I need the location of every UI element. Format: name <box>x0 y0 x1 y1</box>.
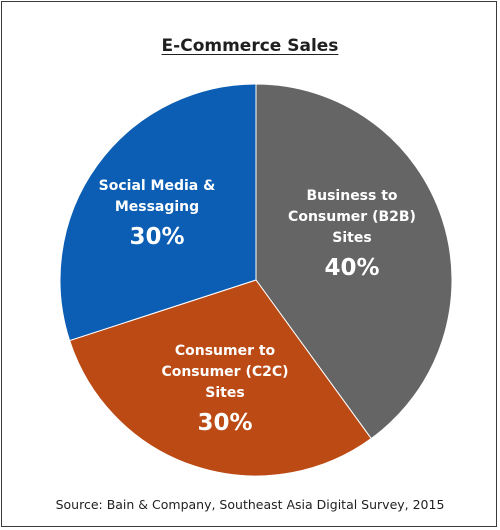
chart-title: E-Commerce Sales <box>161 36 339 56</box>
slice-c2c-label: Sites <box>205 385 244 401</box>
slice-b2b-percent: 40% <box>324 255 379 281</box>
slice-social-media-label: Messaging <box>115 199 199 215</box>
slice-social-media-percent: 30% <box>129 224 184 250</box>
slice-c2c-label: Consumer to <box>175 343 276 359</box>
source-note: Source: Bain & Company, Southeast Asia D… <box>55 497 445 512</box>
slice-b2b-label: Business to <box>306 188 397 204</box>
slice-c2c-percent: 30% <box>197 410 252 436</box>
slice-c2c-label: Consumer (C2C) <box>161 364 288 380</box>
slice-c2c <box>68 279 372 477</box>
slice-social-media-label: Social Media & <box>99 178 216 194</box>
slice-b2b-label: Consumer (B2B) <box>288 209 416 225</box>
slice-labels: Business to Consumer (B2B) Sites 40% Consume… <box>99 178 416 436</box>
slice-social-media <box>59 83 257 342</box>
slice-b2b-label: Sites <box>332 230 371 246</box>
pie-slices <box>59 83 453 477</box>
slice-b2b <box>255 83 453 440</box>
